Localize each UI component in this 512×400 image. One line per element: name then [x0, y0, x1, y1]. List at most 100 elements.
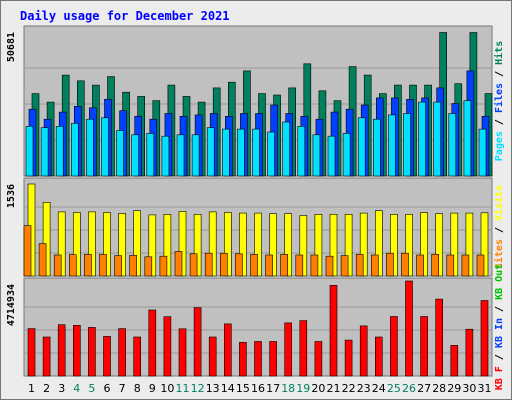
- day-label-2: 2: [43, 382, 50, 395]
- bar-kb-f-day-22: [344, 339, 353, 377]
- bar-kb-f-day-8: [133, 336, 141, 377]
- bar-visits-day-17: [269, 213, 277, 277]
- bar-kb-f-day-18: [284, 322, 293, 377]
- bar-sites-day-4: [69, 254, 77, 277]
- legend-item-kb-in: KB In: [494, 318, 505, 354]
- bar-pages-day-27: [418, 101, 426, 177]
- day-label-12: 12: [191, 382, 205, 395]
- bar-pages-day-8: [131, 134, 139, 177]
- bar-kb-f-day-19: [299, 320, 308, 377]
- bar-pages-day-26: [403, 113, 411, 177]
- bar-pages-day-15: [237, 128, 245, 177]
- day-label-5: 5: [88, 382, 95, 395]
- day-label-22: 22: [342, 382, 356, 395]
- bar-visits-day-21: [329, 214, 338, 277]
- bar-visits-day-18: [284, 213, 293, 277]
- legend-separator: /: [494, 119, 505, 131]
- bar-sites-day-20: [310, 254, 319, 277]
- bar-visits-day-28: [435, 213, 444, 277]
- bar-pages-day-20: [312, 134, 321, 177]
- bar-visits-day-30: [465, 212, 474, 277]
- bar-pages-day-30: [463, 100, 472, 177]
- bar-visits-day-12: [193, 214, 202, 277]
- bar-pages-day-19: [297, 126, 306, 177]
- bar-sites-day-29: [446, 254, 455, 277]
- bar-kb-f-day-26: [405, 280, 413, 377]
- bar-visits-day-13: [208, 211, 217, 277]
- bar-sites-day-16: [250, 254, 258, 277]
- bar-sites-day-12: [189, 253, 198, 277]
- y-max-label-top: 50681: [6, 32, 17, 62]
- day-label-11: 11: [176, 382, 190, 395]
- day-label-17: 17: [266, 382, 280, 395]
- bar-sites-day-21: [325, 255, 334, 277]
- bar-kb-f-day-24: [374, 336, 383, 377]
- bar-visits-day-4: [73, 212, 81, 277]
- bar-sites-day-3: [53, 254, 62, 277]
- day-label-16: 16: [251, 382, 265, 395]
- bar-pages-day-14: [222, 128, 230, 177]
- bar-pages-day-25: [388, 114, 396, 177]
- bar-kb-f-day-27: [420, 316, 428, 377]
- day-label-19: 19: [296, 382, 310, 395]
- bar-pages-day-5: [86, 118, 94, 177]
- bar-visits-day-9: [148, 214, 157, 277]
- day-label-24: 24: [372, 382, 386, 395]
- bar-pages-day-11: [176, 134, 185, 177]
- bar-visits-day-16: [254, 212, 262, 277]
- bar-kb-f-day-23: [359, 325, 368, 377]
- legend-item-pages: Pages: [494, 131, 505, 161]
- day-label-30: 30: [462, 382, 476, 395]
- bar-pages-day-21: [327, 135, 336, 177]
- day-label-14: 14: [221, 382, 235, 395]
- bar-sites-day-24: [370, 254, 379, 277]
- bar-pages-day-4: [71, 123, 79, 177]
- bar-sites-day-7: [114, 255, 122, 277]
- bar-visits-day-15: [239, 212, 247, 277]
- bar-pages-day-29: [448, 113, 457, 177]
- day-label-31: 31: [478, 382, 492, 395]
- panel-middle: 1536 Sites / Visits: [6, 177, 505, 277]
- bar-kb-f-day-16: [254, 341, 262, 377]
- bar-visits-day-2: [42, 202, 51, 277]
- legend-item-kb-f: KB F: [494, 366, 505, 390]
- bar-sites-day-6: [99, 254, 107, 277]
- bar-pages-day-9: [146, 133, 155, 177]
- bar-sites-day-2: [38, 243, 47, 277]
- bar-pages-day-24: [372, 118, 381, 177]
- bar-visits-day-29: [450, 212, 459, 277]
- day-label-6: 6: [104, 382, 111, 395]
- bar-sites-day-19: [295, 254, 304, 277]
- day-label-9: 9: [149, 382, 156, 395]
- legend-separator: /: [494, 306, 505, 318]
- day-label-7: 7: [119, 382, 126, 395]
- bar-sites-day-30: [461, 254, 470, 277]
- bar-pages-day-7: [116, 130, 124, 177]
- day-label-20: 20: [311, 382, 325, 395]
- bar-sites-day-23: [355, 254, 364, 277]
- bar-kb-f-day-21: [329, 284, 338, 377]
- day-label-13: 13: [206, 382, 220, 395]
- bar-visits-day-6: [103, 212, 111, 277]
- bar-visits-day-8: [133, 210, 141, 277]
- panel-top: 50681 Pages / Files / Hits: [6, 25, 505, 177]
- bar-visits-day-3: [57, 211, 66, 277]
- day-label-15: 15: [236, 382, 250, 395]
- bar-visits-day-14: [224, 212, 232, 277]
- bar-kb-f-day-20: [314, 341, 323, 377]
- bar-pages-day-31: [478, 128, 487, 177]
- bar-sites-day-27: [416, 254, 424, 277]
- bar-visits-day-27: [420, 212, 428, 277]
- bar-kb-f-day-6: [103, 336, 111, 377]
- bar-visits-day-7: [118, 213, 126, 277]
- bar-visits-day-31: [480, 212, 489, 277]
- bar-kb-f-day-14: [224, 323, 232, 377]
- bar-kb-f-day-13: [208, 336, 217, 377]
- bar-pages-day-22: [342, 133, 351, 177]
- bar-pages-day-1: [25, 126, 34, 177]
- bar-sites-day-28: [431, 254, 440, 277]
- bar-visits-day-19: [299, 215, 308, 277]
- day-label-3: 3: [58, 382, 65, 395]
- bar-sites-day-9: [144, 256, 153, 277]
